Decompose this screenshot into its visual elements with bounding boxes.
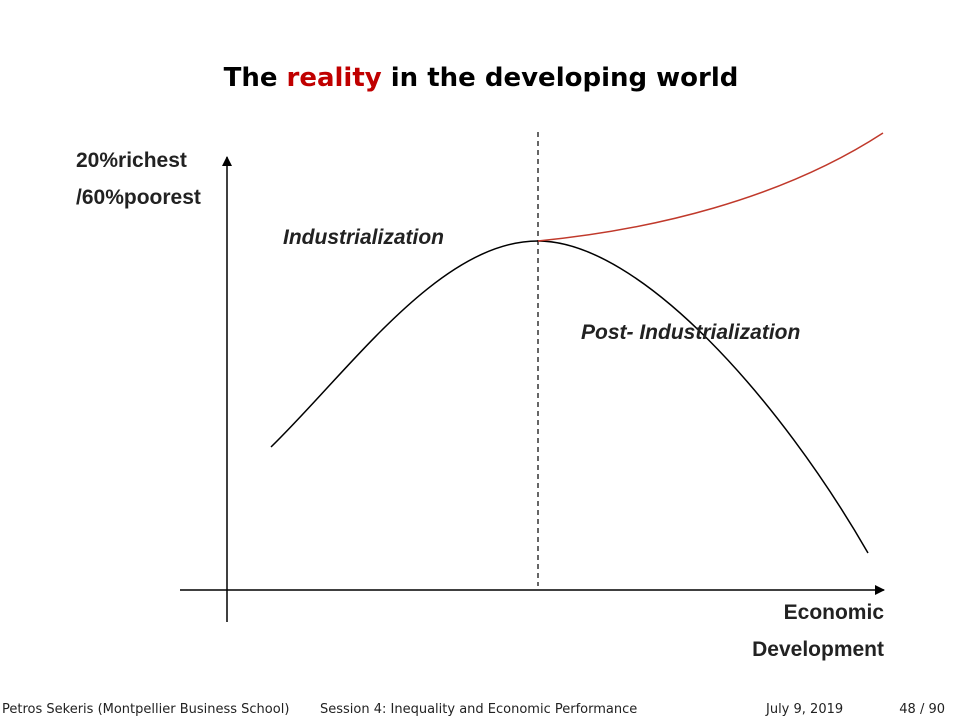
title-text: in the developing world <box>382 63 739 93</box>
footer-page: 48 / 90 <box>899 702 945 717</box>
x-axis-label: Economic <box>784 601 885 624</box>
footer-date: July 9, 2019 <box>765 702 843 717</box>
title-highlight: reality <box>287 63 382 93</box>
inequality-curve <box>270 240 869 554</box>
y-axis-label: /60%poorest <box>76 186 201 209</box>
curve-label: Post- Industrialization <box>581 321 800 344</box>
x-axis-label: Development <box>752 638 884 661</box>
footer-session: Session 4: Inequality and Economic Perfo… <box>320 702 637 717</box>
curve-label: Industrialization <box>283 226 444 249</box>
y-axis-label: 20%richest <box>76 149 187 172</box>
developing-curve <box>537 132 884 242</box>
footer-author: Petros Sekeris (Montpellier Business Sch… <box>2 702 289 717</box>
title-text: The <box>224 63 287 93</box>
title: The reality in the developing world <box>224 63 739 93</box>
